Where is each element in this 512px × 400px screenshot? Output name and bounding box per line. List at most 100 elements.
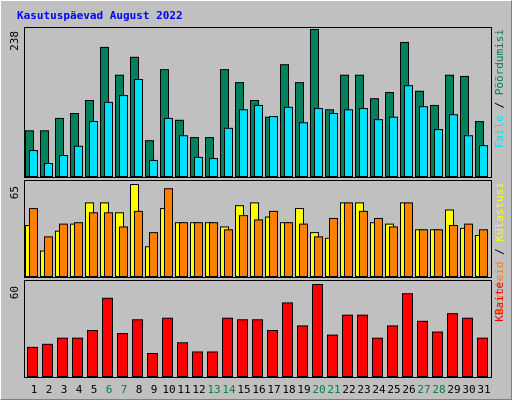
bar [389,116,398,177]
bar [29,150,38,177]
x-tick-label: 26 [402,383,415,396]
x-tick-label: 8 [136,383,143,396]
bar [239,215,248,277]
x-tick-label: 13 [207,383,220,396]
bar [224,127,233,178]
bar [449,225,458,278]
bar [404,85,413,177]
y-tick-label: 60 [8,286,21,299]
bar [357,314,368,377]
x-tick-label: 21 [327,383,340,396]
bar [329,217,338,278]
bar [464,223,473,277]
legend: Arvuteid / Külastusi [493,182,506,314]
bar [404,202,413,277]
legend-entry: Pöördumisi [493,29,506,95]
bar [434,229,443,278]
bar [299,223,308,277]
bar [374,119,383,177]
legend: Faile / Pöördumisi [493,29,506,148]
bar [29,208,38,277]
bar [359,108,368,177]
bar [402,293,413,378]
bar [477,337,488,377]
bar [177,342,188,377]
bar [299,122,308,178]
x-tick-label: 4 [76,383,83,396]
x-tick-label: 2 [46,383,53,396]
bar [149,159,158,177]
bar [372,337,383,377]
x-tick-label: 29 [447,383,460,396]
legend-separator: / [493,95,506,115]
bar [224,229,233,278]
bar [27,346,38,378]
x-tick-label: 10 [162,383,175,396]
bar [314,108,323,177]
bar [179,222,188,277]
bar [449,114,458,177]
bar [119,226,128,277]
x-tick-label: 22 [342,383,355,396]
bar [269,210,278,277]
bar [132,319,143,377]
x-tick-label: 15 [237,383,250,396]
bar [149,232,158,277]
legend-separator: / [493,242,506,262]
bar [462,317,473,378]
bar [464,135,473,177]
y-tick-label: 238 [8,31,21,51]
x-tick-label: 11 [177,383,190,396]
bar [164,117,173,177]
bar [57,337,68,377]
x-tick-label: 20 [312,383,325,396]
bar [327,334,338,378]
bar [134,79,143,177]
bar [269,116,278,177]
bar [89,212,98,277]
bar [119,95,128,177]
bar [282,302,293,377]
bar [374,217,383,278]
bar [194,222,203,277]
bar [209,158,218,178]
x-tick-label: 12 [192,383,205,396]
bar [104,101,113,177]
bar [222,317,233,378]
x-tick-label: 6 [106,383,113,396]
bar [344,202,353,277]
bar [44,163,53,178]
x-tick-label: 27 [417,383,430,396]
bar [479,145,488,177]
x-tick-label: 19 [297,383,310,396]
bar [447,313,458,377]
bar [387,325,398,377]
bar [72,337,83,377]
bar [344,109,353,177]
bar [359,210,368,277]
bar [312,284,323,377]
bar [59,223,68,277]
bar [239,109,248,177]
legend: KBaite [493,282,506,322]
bar [134,210,143,277]
y-tick-label: 65 [8,186,21,199]
bar [192,351,203,378]
bar [329,113,338,177]
bar [284,222,293,277]
bar [102,297,113,377]
bar [87,330,98,377]
bar [417,320,428,377]
bar [254,219,263,277]
bar [434,129,443,177]
x-tick-label: 25 [387,383,400,396]
bar [179,135,188,177]
bar [342,314,353,377]
legend-entry: Külastusi [493,182,506,242]
bar [164,188,173,277]
bar [147,353,158,377]
x-tick-label: 3 [61,383,68,396]
x-tick-label: 24 [372,383,386,396]
legend-entry: Faile [493,115,506,148]
